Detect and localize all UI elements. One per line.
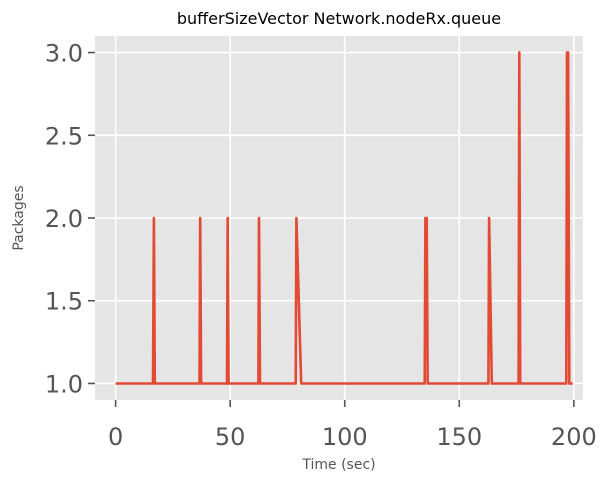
x-tick-label: 100	[322, 423, 368, 451]
y-tick-label: 1.0	[45, 370, 83, 398]
chart-title: bufferSizeVector Network.nodeRx.queue	[177, 9, 501, 28]
y-tick-label: 2.0	[45, 205, 83, 233]
x-tick-label: 150	[436, 423, 482, 451]
x-tick-label: 0	[108, 423, 123, 451]
x-tick-label: 200	[551, 423, 597, 451]
y-tick-label: 3.0	[45, 40, 83, 68]
x-axis-label: Time (sec)	[301, 457, 375, 473]
x-tick-label: 50	[215, 423, 246, 451]
ticks: 0 50 100 150 200 1.0 1.5 2.0 2.5 3.0	[45, 40, 597, 451]
series-line	[115, 51, 573, 385]
y-axis-label: Packages	[11, 185, 27, 250]
y-tick-label: 1.5	[45, 288, 83, 316]
y-tick-label: 2.5	[45, 122, 83, 150]
series-layer	[115, 51, 573, 385]
